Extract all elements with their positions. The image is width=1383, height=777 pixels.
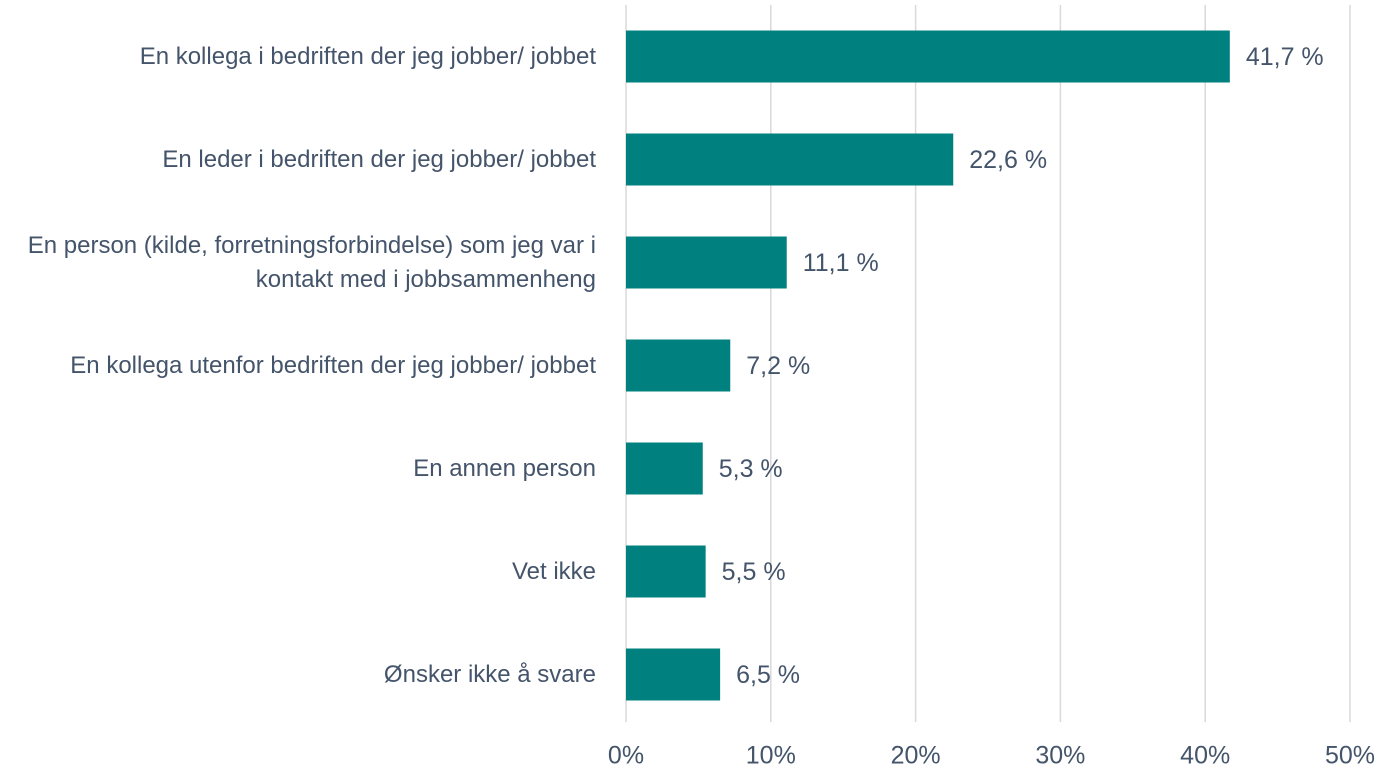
x-tick-label: 0%: [608, 742, 644, 770]
bar: [626, 30, 1230, 83]
value-label: 5,3 %: [719, 455, 783, 483]
x-tick-label: 30%: [1035, 742, 1085, 770]
y-tick-label: En leder i bedriften der jeg jobber/ job…: [162, 145, 596, 173]
y-tick-label: En kollega i bedriften der jeg jobber/ j…: [139, 42, 596, 70]
bar: [626, 339, 731, 392]
bar: [626, 133, 954, 186]
bar: [626, 648, 721, 701]
y-tick-label: En annen person: [413, 454, 596, 482]
value-label: 6,5 %: [736, 661, 800, 689]
value-label: 7,2 %: [746, 352, 810, 380]
bar: [626, 442, 703, 495]
bar: [626, 545, 706, 598]
y-tick-label: Ønsker ikke å svare: [383, 660, 596, 688]
y-tick-label: En kollega utenfor bedriften der jeg job…: [70, 351, 596, 379]
value-label: 5,5 %: [722, 558, 786, 586]
y-tick-label: En person (kilde, forretningsforbindelse…: [27, 231, 596, 293]
x-tick-label: 50%: [1325, 742, 1375, 770]
y-tick-label: Vet ikke: [511, 557, 596, 585]
x-tick-label: 10%: [746, 742, 796, 770]
value-label: 11,1 %: [803, 249, 879, 277]
bar: [626, 236, 787, 289]
value-label: 41,7 %: [1246, 43, 1324, 71]
x-tick-label: 40%: [1180, 742, 1230, 770]
x-tick-label: 20%: [891, 742, 941, 770]
value-label: 22,6 %: [969, 146, 1047, 174]
